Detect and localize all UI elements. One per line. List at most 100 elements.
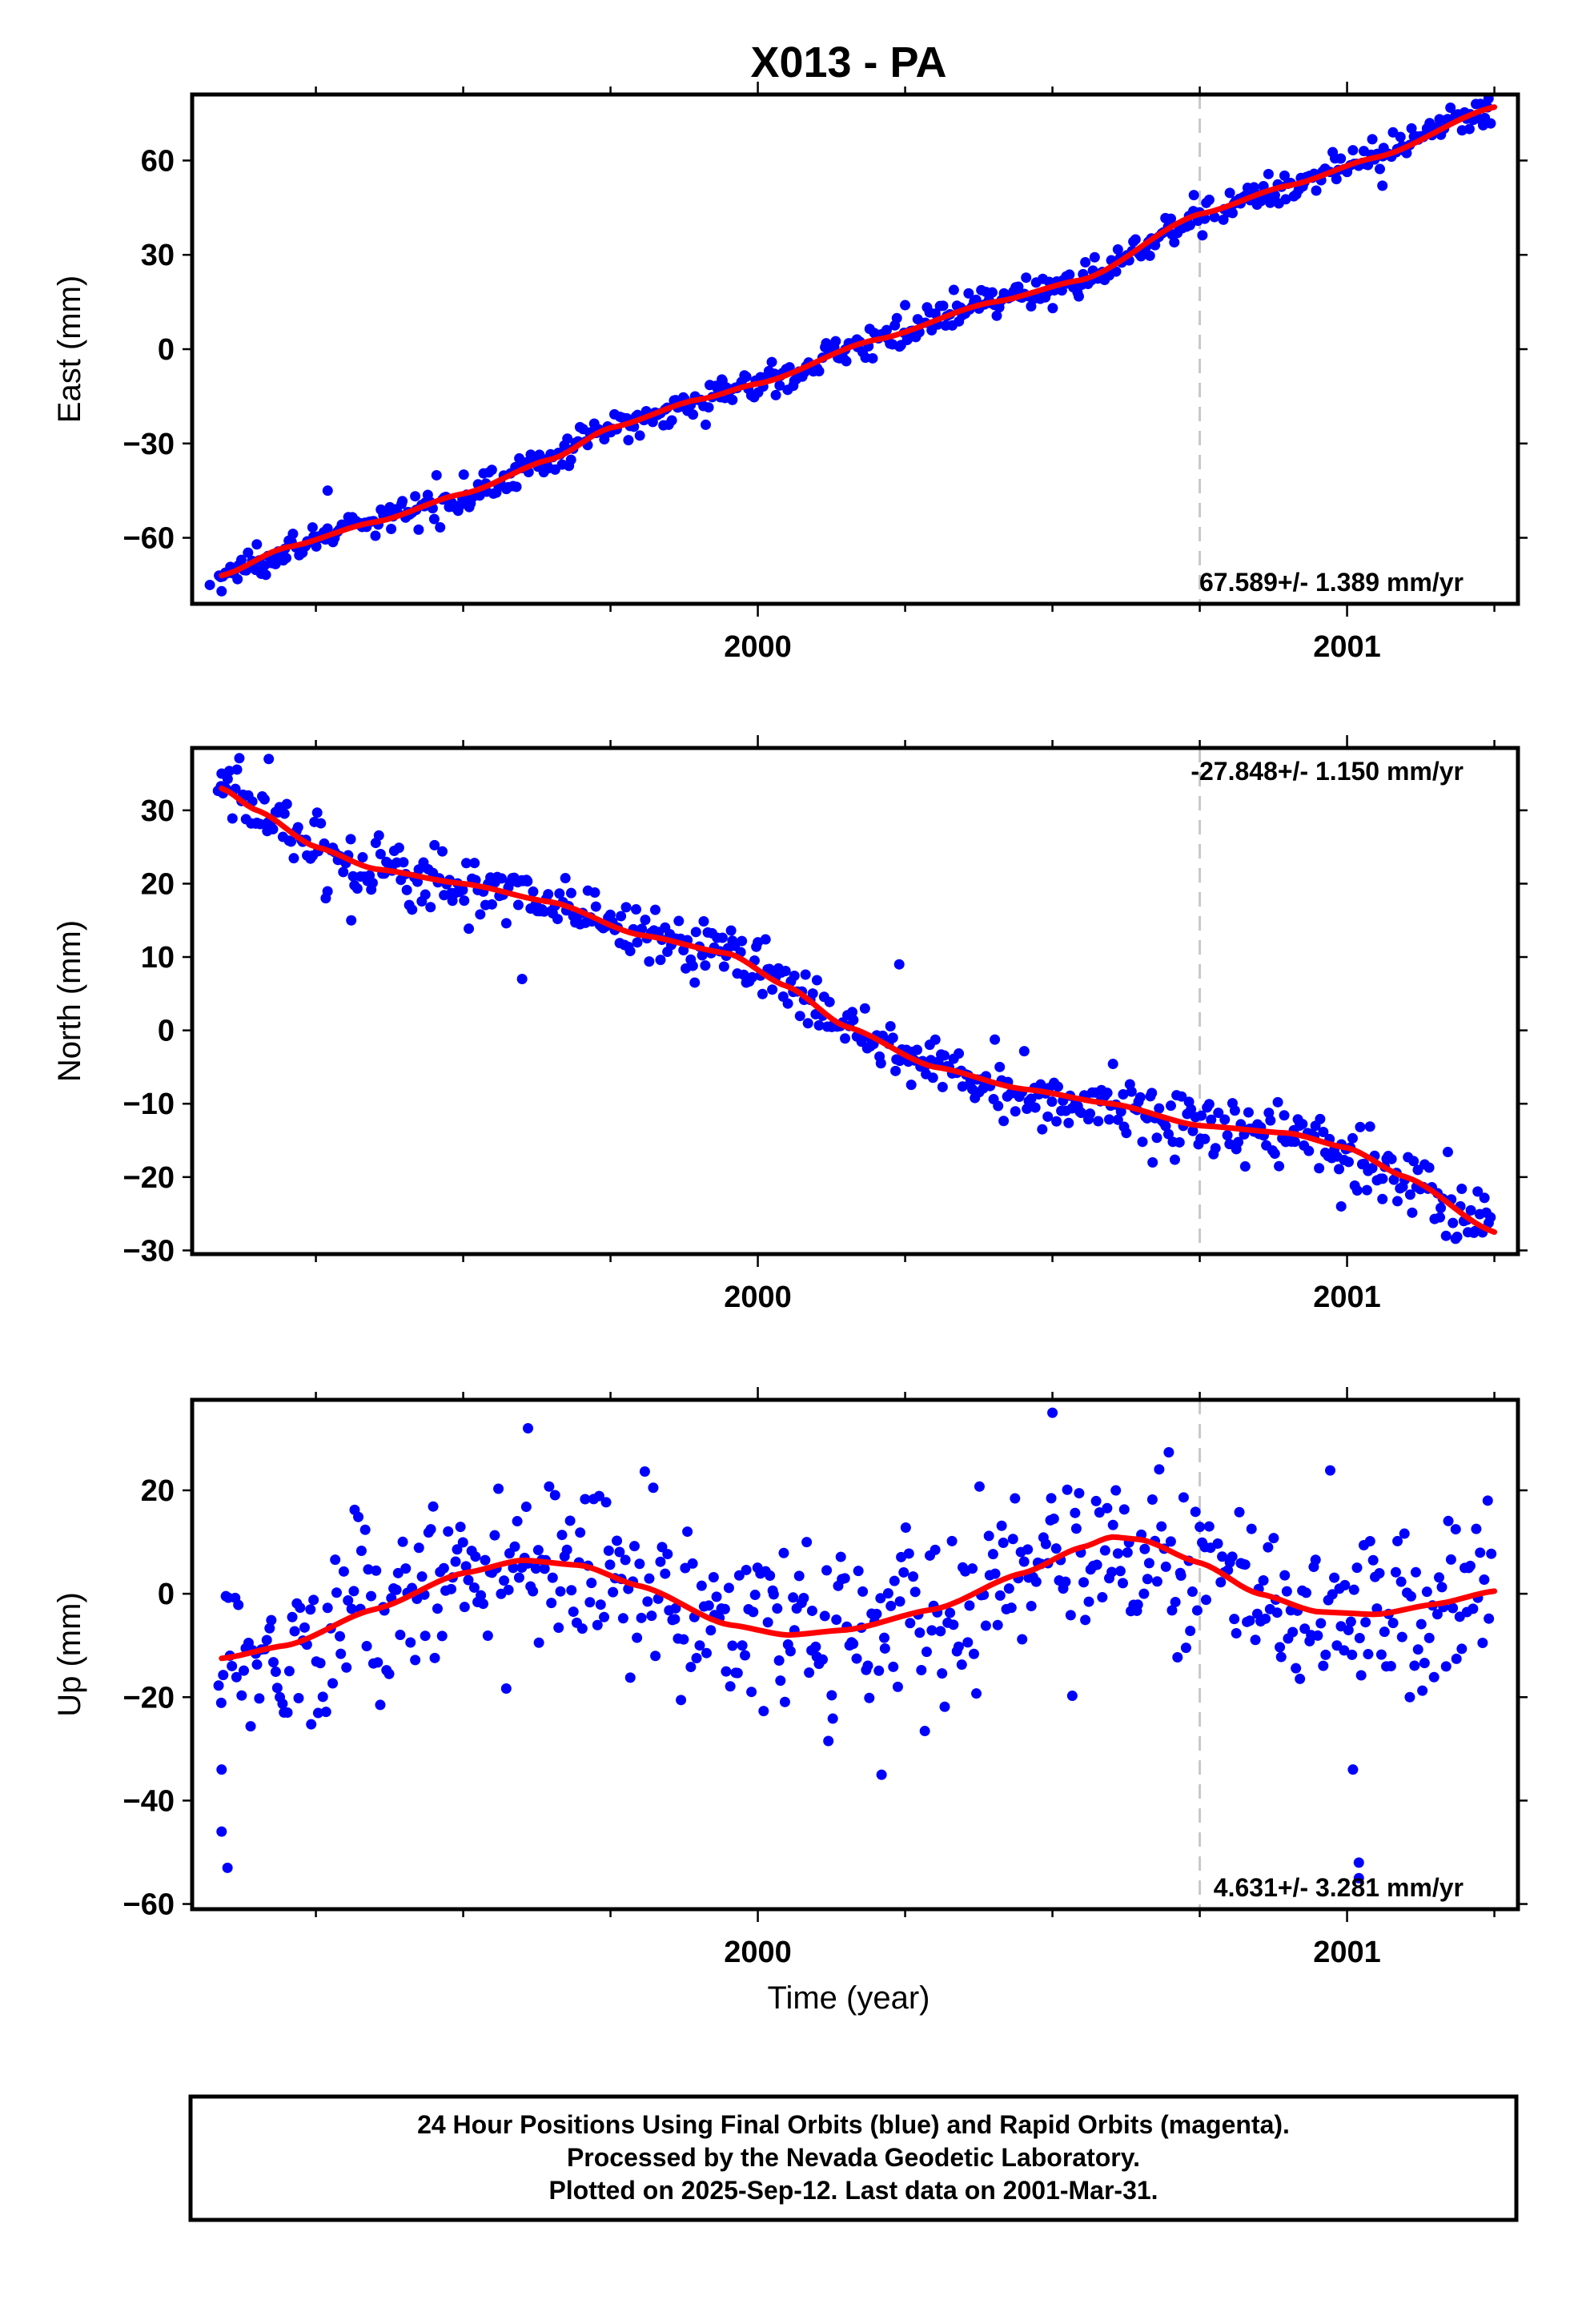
data-point bbox=[1450, 1524, 1461, 1535]
data-point bbox=[719, 1603, 730, 1614]
data-point bbox=[1013, 281, 1024, 292]
data-point bbox=[281, 798, 292, 810]
data-point bbox=[446, 1583, 457, 1594]
y-tick-label: −40 bbox=[123, 1784, 175, 1818]
data-point bbox=[793, 1570, 805, 1582]
data-point bbox=[600, 1497, 612, 1508]
data-point bbox=[1364, 1535, 1375, 1546]
data-point bbox=[705, 1625, 717, 1636]
data-point bbox=[964, 1600, 975, 1611]
data-point bbox=[996, 1520, 1007, 1531]
data-point bbox=[213, 1680, 224, 1691]
data-point bbox=[460, 1561, 472, 1572]
data-point bbox=[644, 956, 655, 967]
data-point bbox=[315, 1658, 326, 1669]
data-point bbox=[1343, 1156, 1354, 1168]
data-point bbox=[1250, 1634, 1261, 1646]
data-point bbox=[1479, 1574, 1490, 1586]
data-point bbox=[410, 1655, 421, 1666]
data-point bbox=[1445, 102, 1456, 113]
x-axis-title: Time (year) bbox=[768, 1980, 930, 2016]
data-point bbox=[496, 873, 508, 884]
data-point bbox=[1185, 1625, 1196, 1636]
plot-frame bbox=[190, 1397, 1520, 1912]
data-point bbox=[1097, 1592, 1108, 1603]
data-point bbox=[1265, 1115, 1276, 1126]
data-point bbox=[1165, 1536, 1176, 1547]
data-point bbox=[392, 1567, 404, 1578]
data-point bbox=[1268, 1533, 1279, 1544]
data-point bbox=[740, 1650, 751, 1661]
data-point bbox=[1431, 1609, 1443, 1620]
data-point bbox=[1386, 1153, 1397, 1164]
data-point bbox=[1132, 1599, 1143, 1610]
data-point bbox=[386, 523, 397, 534]
data-point bbox=[353, 1511, 364, 1522]
data-point bbox=[437, 846, 448, 857]
data-point bbox=[1419, 1658, 1430, 1669]
data-point bbox=[436, 1630, 448, 1642]
data-point bbox=[1080, 256, 1091, 267]
data-point bbox=[1118, 1504, 1130, 1515]
data-point bbox=[435, 522, 446, 533]
data-point bbox=[991, 310, 1002, 321]
data-point bbox=[460, 858, 472, 869]
data-point bbox=[1452, 1231, 1463, 1242]
data-point bbox=[308, 1594, 319, 1606]
data-point bbox=[835, 1551, 846, 1562]
data-point bbox=[1387, 1618, 1399, 1629]
data-point bbox=[361, 1641, 372, 1652]
data-point bbox=[544, 1481, 555, 1492]
x-tick-label: 2000 bbox=[724, 630, 792, 664]
data-point bbox=[523, 1423, 534, 1434]
data-point bbox=[608, 1586, 619, 1598]
data-point bbox=[721, 1666, 732, 1677]
data-point bbox=[1162, 1128, 1174, 1140]
data-point bbox=[425, 902, 436, 913]
data-point bbox=[281, 553, 292, 564]
data-point bbox=[892, 1681, 903, 1692]
data-point bbox=[1379, 1626, 1390, 1638]
data-point bbox=[341, 1662, 352, 1673]
data-point bbox=[1035, 1079, 1046, 1090]
data-point bbox=[1089, 251, 1100, 263]
data-point bbox=[725, 925, 737, 936]
data-point bbox=[1188, 190, 1199, 201]
data-point bbox=[1094, 1507, 1105, 1518]
panel-north: 30 20 10 0 −10 −20 −30 2000 2001 North (mm) -27.84… bbox=[52, 735, 1528, 1314]
data-point bbox=[697, 950, 708, 961]
data-point bbox=[937, 1081, 948, 1092]
data-point bbox=[998, 1116, 1010, 1127]
data-point bbox=[914, 1627, 926, 1638]
data-point bbox=[930, 1034, 941, 1045]
data-point bbox=[1440, 1230, 1452, 1241]
data-point bbox=[1417, 1685, 1428, 1696]
data-point bbox=[824, 996, 835, 1007]
data-point bbox=[355, 1546, 367, 1557]
data-point bbox=[798, 1592, 809, 1603]
data-point bbox=[804, 1667, 815, 1679]
data-point bbox=[566, 1585, 577, 1596]
data-point bbox=[299, 1622, 310, 1633]
data-point bbox=[1445, 1554, 1456, 1565]
data-point bbox=[938, 300, 949, 312]
data-point bbox=[662, 1549, 673, 1560]
data-point bbox=[1451, 1653, 1462, 1664]
y-tick-label: −20 bbox=[123, 1681, 175, 1715]
data-point bbox=[1112, 1114, 1123, 1125]
data-point bbox=[821, 1565, 833, 1576]
data-point bbox=[1279, 170, 1290, 181]
data-point bbox=[373, 830, 384, 841]
data-point bbox=[1264, 197, 1275, 208]
data-point bbox=[204, 579, 215, 590]
data-point bbox=[216, 768, 227, 779]
data-point bbox=[948, 284, 959, 296]
data-point bbox=[1279, 1570, 1291, 1581]
data-point bbox=[937, 1668, 948, 1679]
data-point bbox=[819, 1610, 830, 1622]
data-point bbox=[1062, 1484, 1073, 1495]
data-point bbox=[289, 1626, 300, 1637]
data-point bbox=[1114, 1566, 1126, 1577]
data-point bbox=[520, 1502, 532, 1513]
data-point bbox=[1099, 1545, 1110, 1556]
